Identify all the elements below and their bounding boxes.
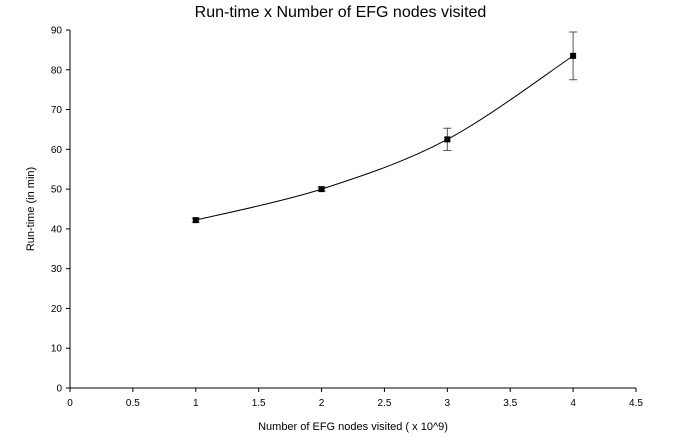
y-axis-label: Run-time (in min) [25,166,37,252]
chart-title: Run-time x Number of EFG nodes visited [194,4,487,21]
x-tick-label: 1.5 [252,398,266,409]
x-tick-label: 4 [570,398,576,409]
x-tick-label: 2.5 [377,398,391,409]
x-tick-label: 0.5 [126,398,140,409]
data-point [444,136,451,143]
data-point [318,186,325,193]
y-tick-label: 80 [51,65,63,76]
x-tick-label: 1 [193,398,199,409]
y-tick-label: 60 [51,145,63,156]
x-tick-label: 2 [319,398,325,409]
data-point [192,217,199,224]
data-point [570,52,577,59]
y-tick-label: 40 [51,224,63,235]
y-tick-label: 20 [51,304,63,315]
y-tick-label: 50 [51,185,63,196]
x-axis-label: Number of EFG nodes visited ( x 10^9) [258,421,448,433]
y-tick-label: 30 [51,264,63,275]
y-tick-label: 70 [51,105,63,116]
x-tick-label: 4.5 [629,398,643,409]
series-line [195,55,574,221]
x-tick-label: 3 [445,398,451,409]
y-tick-label: 0 [56,384,62,395]
x-tick-label: 3.5 [503,398,517,409]
x-tick-label: 0 [67,398,73,409]
y-tick-label: 90 [51,26,63,37]
series-layer [191,31,578,224]
axes: 0 0.5 1 1.5 2 2.5 3 3.5 4 4.5 0 10 20 30 40 50 60 70 80 90 [51,26,644,410]
y-tick-label: 10 [51,344,63,355]
